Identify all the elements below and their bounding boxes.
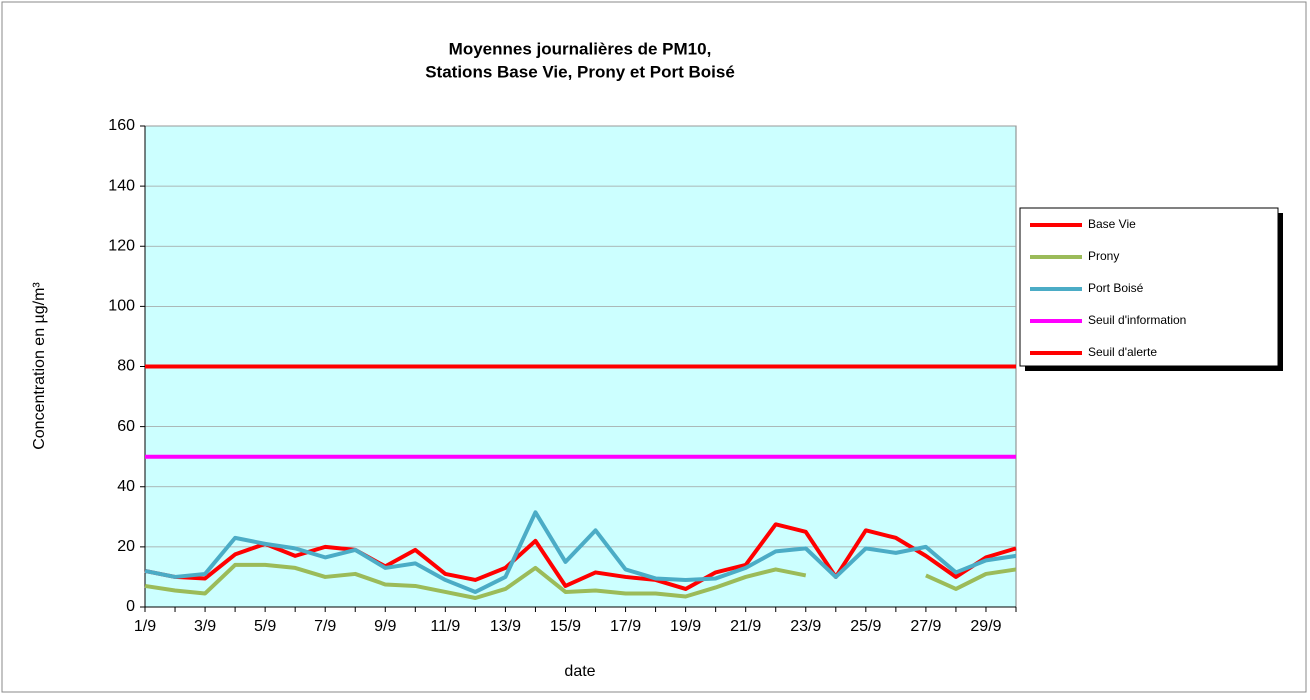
x-tick-label: 7/9 xyxy=(314,618,336,635)
legend-label: Prony xyxy=(1088,249,1119,263)
series-line xyxy=(144,562,1017,600)
x-tick-label: 27/9 xyxy=(910,618,941,635)
x-tick-label: 11/9 xyxy=(430,618,460,635)
x-tick-label: 13/9 xyxy=(490,618,521,635)
x-axis-title: date xyxy=(564,663,595,680)
y-tick-label: 100 xyxy=(108,298,135,315)
y-tick-label: 0 xyxy=(126,598,135,615)
x-tick-label: 1/9 xyxy=(134,618,156,635)
x-tick-label: 21/9 xyxy=(730,618,761,635)
x-tick-label: 23/9 xyxy=(790,618,821,635)
x-tick-label: 19/9 xyxy=(670,618,701,635)
y-tick-label: 160 xyxy=(108,117,135,134)
series-line xyxy=(144,510,1017,594)
x-tick-label: 25/9 xyxy=(850,618,881,635)
y-tick-label: 80 xyxy=(117,358,135,375)
x-tick-label: 15/9 xyxy=(550,618,581,635)
y-tick-label: 140 xyxy=(108,177,135,194)
legend-entries: Base Vie Prony Port Boisé Seuil d'informati… xyxy=(1030,217,1186,359)
x-tick-label: 9/9 xyxy=(374,618,396,635)
y-tick-label: 120 xyxy=(108,237,135,254)
plot-area: 0 20 40 60 80 100 120 140 160 1/9 3/9 5/9 7/9 9/9 11/9… xyxy=(108,117,1017,635)
y-axis-title: Concentration en µg/m³ xyxy=(31,282,48,450)
x-tick-label: 29/9 xyxy=(970,618,1001,635)
legend-label: Port Boisé xyxy=(1088,281,1144,295)
legend-label: Seuil d'alerte xyxy=(1088,345,1157,359)
x-tick-label: 5/9 xyxy=(254,618,276,635)
legend-label: Seuil d'information xyxy=(1088,313,1186,327)
chart-title: Moyennes journalières de PM10, xyxy=(449,39,712,58)
y-tick-label: 40 xyxy=(117,478,135,495)
series-line xyxy=(144,522,1017,591)
chart-title: Stations Base Vie, Prony et Port Boisé xyxy=(425,62,735,81)
legend-label: Base Vie xyxy=(1088,217,1136,231)
y-tick-label: 60 xyxy=(117,418,135,435)
x-tick-label: 3/9 xyxy=(194,618,216,635)
y-tick-label: 20 xyxy=(117,538,135,555)
x-tick-label: 17/9 xyxy=(610,618,641,635)
